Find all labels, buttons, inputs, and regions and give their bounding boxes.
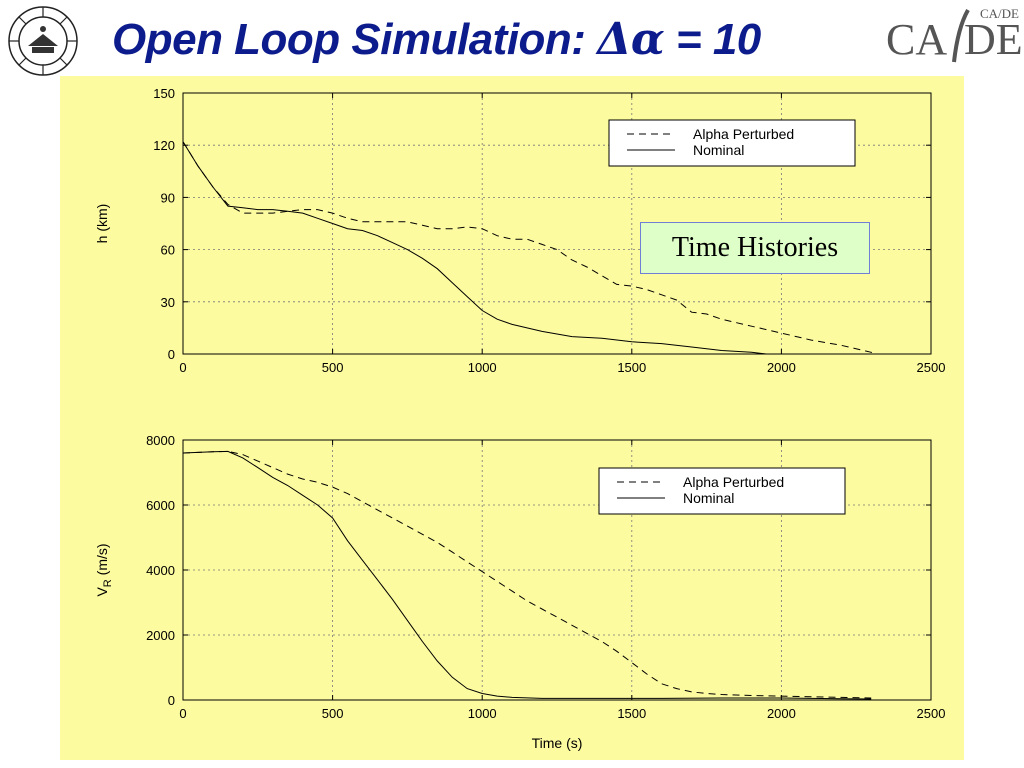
chart1-ytick-label: 30	[161, 295, 175, 310]
slide-title: Open Loop Simulation: Δα = 10	[112, 14, 761, 65]
cade-logo: CA DE CA/DE	[886, 6, 1022, 64]
chart2-xtick-label: 1500	[617, 706, 646, 721]
iit-logo	[8, 6, 78, 76]
annotation-text: Time Histories	[671, 232, 839, 263]
chart2-ylabel-unit: (m/s)	[94, 543, 110, 579]
title-prefix: Open Loop Simulation:	[112, 15, 598, 64]
chart1-xtick-label: 500	[322, 360, 344, 375]
chart2-legend-label-2: Nominal	[683, 490, 734, 506]
chart-panel: 0 500 1000 1500 2000 2500 0 30 60 90 120 150 h (km) A…	[60, 76, 964, 760]
chart2-ytick-label: 0	[168, 693, 175, 708]
chart2-xlabel: Time (s)	[532, 735, 583, 751]
chart2-ytick-label: 4000	[146, 563, 175, 578]
chart2-xtick-label: 1000	[468, 706, 497, 721]
title-alpha: α	[630, 14, 665, 65]
svg-text:CA/DE: CA/DE	[980, 6, 1019, 21]
chart1-ytick-label: 120	[153, 138, 175, 153]
chart1-legend-label-2: Nominal	[693, 142, 744, 158]
chart1-xtick-label: 0	[179, 360, 186, 375]
annotation-box: Time Histories	[640, 222, 870, 274]
chart2-xtick-label: 0	[179, 706, 186, 721]
chart1-ytick-label: 90	[161, 190, 175, 205]
chart1-ytick-label: 150	[153, 86, 175, 101]
chart1-series-alpha-perturbed-line	[182, 141, 878, 355]
chart2-xtick-label: 2000	[767, 706, 796, 721]
chart2-ylabel: VR (m/s)	[94, 543, 114, 596]
chart2-ytick-label: 2000	[146, 628, 175, 643]
chart2-legend-label-1: Alpha Perturbed	[683, 474, 784, 490]
chart2-xtick-label: 500	[322, 706, 344, 721]
chart1-xtick-label: 2500	[917, 360, 946, 375]
chart1-xtick-label: 1500	[617, 360, 646, 375]
chart1-ylabel: h (km)	[94, 204, 110, 244]
chart2-ytick-label: 8000	[146, 433, 175, 448]
chart2-ylabel-subscript: R	[102, 579, 114, 587]
chart1-legend-box	[608, 119, 856, 167]
chart1-legend-label-1: Alpha Perturbed	[693, 126, 794, 142]
chart1-series-nominal-line	[182, 141, 767, 355]
chart2-ytick-label: 6000	[146, 498, 175, 513]
chart2-legend-box	[598, 467, 846, 515]
chart1-ytick-label: 0	[168, 347, 175, 362]
chart1-xtick-label: 1000	[468, 360, 497, 375]
chart2-series-nominal-line	[182, 450, 872, 700]
charts-svg: 0 500 1000 1500 2000 2500 0 30 60 90 120 150 h (km) A…	[94, 86, 946, 751]
chart1-frame	[182, 92, 932, 355]
svg-text:DE: DE	[964, 15, 1022, 64]
svg-text:CA: CA	[886, 15, 947, 64]
chart1-ytick-label: 60	[161, 243, 175, 258]
chart2-series-alpha-perturbed-line	[182, 450, 872, 699]
chart2-xtick-label: 2500	[917, 706, 946, 721]
title-suffix: = 10	[664, 15, 761, 64]
title-delta: Δ	[597, 14, 631, 65]
chart1-xtick-label: 2000	[767, 360, 796, 375]
